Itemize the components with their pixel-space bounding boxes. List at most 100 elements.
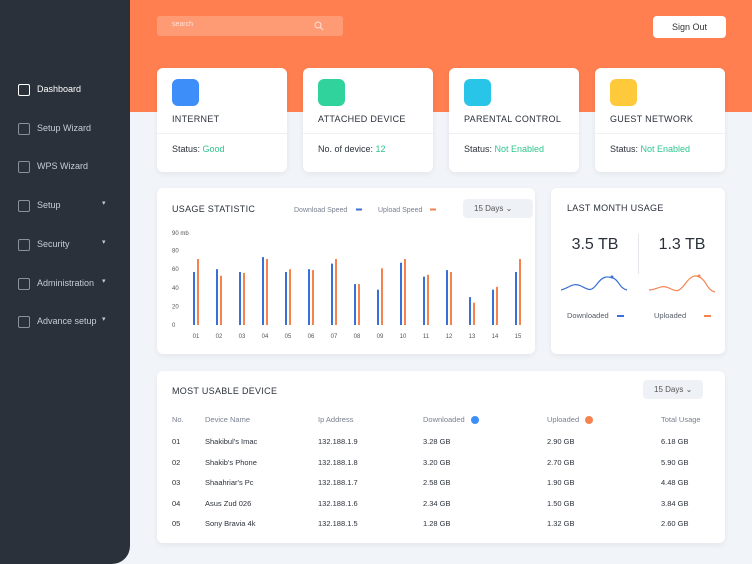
bar: [197, 258, 199, 325]
y-tick-label: 80: [172, 249, 179, 255]
table-cell: 02: [172, 457, 181, 467]
x-tick-label: 02: [216, 334, 223, 340]
column-header: Device Name: [205, 415, 251, 424]
usage-value: 1.3 TB: [658, 236, 706, 253]
nav-icon: [18, 161, 30, 174]
table-cell: 6.18 GB: [661, 437, 689, 446]
card-status: Status: Not Enabled: [464, 144, 544, 154]
caret: ▾: [102, 277, 106, 285]
bar: [193, 271, 195, 325]
legend-swatch: [430, 208, 436, 211]
table-cell: 132.188.1.7: [318, 478, 358, 487]
column-header: Ip Address: [318, 415, 354, 424]
last-month-title: LAST MONTH USAGE: [567, 203, 664, 213]
nav-item: Administration: [37, 277, 95, 288]
nav-icon: [18, 316, 30, 329]
y-tick-label: 60: [172, 267, 179, 273]
table-cell: 01: [172, 437, 181, 446]
x-tick-label: 12: [446, 334, 453, 340]
search-box[interactable]: search: [157, 16, 343, 36]
status-value: Not Enabled: [494, 144, 545, 154]
nav-item: Security: [37, 238, 70, 249]
bar: [400, 262, 402, 325]
card-title: PARENTAL CONTROL: [464, 114, 562, 124]
usage-label: Downloaded: [567, 311, 609, 320]
x-tick-label: 03: [239, 334, 246, 340]
x-tick-label: 01: [193, 334, 200, 340]
table-cell: 2.90 GB: [547, 437, 575, 446]
status-value: Good: [202, 144, 225, 154]
column-header: No.: [172, 415, 184, 424]
table-cell: 2.34 GB: [423, 498, 451, 508]
nav-item: WPS Wizard: [37, 161, 89, 172]
bar: [515, 271, 517, 325]
table-cell: Shakib's Phone: [205, 457, 257, 467]
card-icon: [464, 79, 491, 106]
bar: [427, 274, 429, 325]
x-tick-label: 11: [423, 334, 430, 340]
caret: ▾: [102, 200, 106, 208]
bar: [381, 268, 383, 325]
period-dropdown[interactable]: 15 Days ⌄: [463, 199, 533, 218]
table-cell: 1.28 GB: [423, 519, 451, 528]
legend-label: Upload Speed: [378, 207, 422, 214]
table-cell: 1.90 GB: [547, 478, 575, 487]
bar: [404, 258, 406, 325]
table-cell: 3.20 GB: [423, 457, 451, 467]
bar: [377, 289, 379, 325]
period-dropdown[interactable]: 15 Days ⌄: [643, 380, 703, 399]
legend-dash: [617, 315, 624, 317]
card-divider: [157, 133, 287, 134]
status-label: Status:: [172, 144, 201, 154]
last-month-card: LAST MONTH USAGE 3.5 TB Downloaded 1.3 TB U…: [551, 188, 725, 354]
sign-out-button[interactable]: Sign Out: [653, 16, 726, 38]
legend-label: Download Speed: [294, 207, 347, 214]
nav-icon: [18, 238, 30, 251]
card-icon: [610, 79, 637, 106]
bar: [266, 258, 268, 325]
y-tick-label: 20: [172, 304, 179, 310]
status-card: INTERNET Status: Good: [157, 68, 287, 172]
status-card: GUEST NETWORK Status: Not Enabled: [595, 68, 725, 172]
bar: [216, 269, 218, 325]
status-value: 12: [375, 144, 386, 154]
bar: [496, 286, 498, 325]
search-icon: [314, 21, 324, 31]
table-cell: 2.70 GB: [547, 457, 575, 467]
table-cell: 132.188.1.6: [318, 498, 358, 508]
card-icon: [172, 79, 199, 106]
table-cell: 132.188.1.5: [318, 519, 358, 528]
x-tick-label: 07: [331, 334, 338, 340]
nav-item: Dashboard: [37, 84, 82, 94]
table-cell: Shaahriar's Pc: [205, 478, 254, 487]
nav-icon: [18, 200, 30, 213]
column-icon: [585, 416, 593, 424]
x-tick-label: 13: [469, 334, 476, 340]
card-title: INTERNET: [172, 114, 220, 124]
sparklines: [561, 274, 716, 293]
status-label: No. of device:: [318, 144, 374, 154]
bar: [312, 270, 314, 325]
caret: ▾: [102, 238, 106, 246]
card-title: ATTACHED DEVICE: [318, 114, 406, 124]
table-cell: 132.188.1.8: [318, 457, 358, 467]
legend-swatch: [356, 208, 362, 211]
usage-title: USAGE STATISTIC: [172, 204, 256, 214]
legend-dash: [704, 315, 711, 317]
nav-item: Setup: [37, 200, 61, 211]
table-cell: 2.60 GB: [661, 519, 689, 528]
table-cell: 03: [172, 478, 181, 487]
x-tick-label: 04: [262, 334, 269, 340]
bar: [473, 302, 475, 325]
bar: [358, 284, 360, 325]
table-cell: 1.50 GB: [547, 498, 575, 508]
search-placeholder: search: [172, 21, 194, 28]
bar: [285, 271, 287, 325]
card-status: No. of device: 12: [318, 144, 386, 154]
y-unit-label: 90 mb: [172, 231, 189, 237]
bar: [220, 275, 222, 325]
column-header: Downloaded: [423, 415, 465, 424]
usage-label: Uploaded: [654, 311, 687, 320]
status-value: Not Enabled: [640, 144, 691, 154]
